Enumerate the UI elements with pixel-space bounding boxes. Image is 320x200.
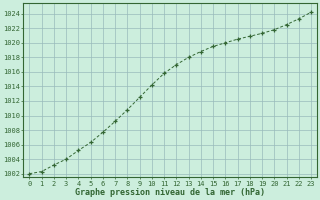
X-axis label: Graphe pression niveau de la mer (hPa): Graphe pression niveau de la mer (hPa) — [75, 188, 265, 197]
